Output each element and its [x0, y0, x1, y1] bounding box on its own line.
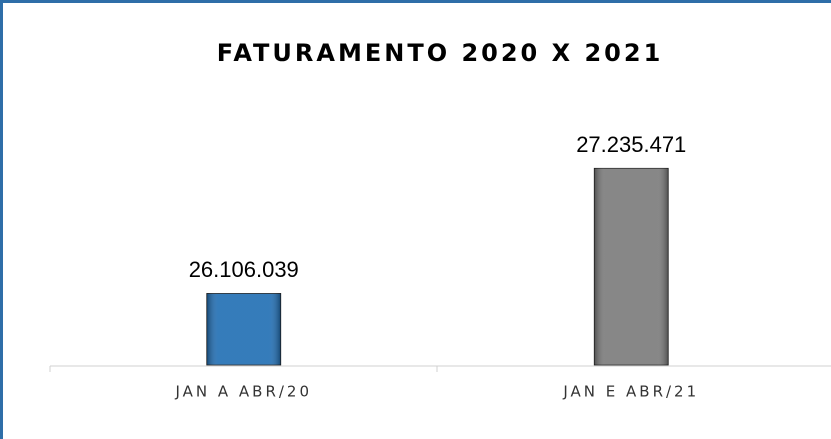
bar-bevel — [594, 168, 669, 365]
value-label: 26.106.039 — [189, 257, 299, 282]
x-tick-label: JAN A ABR/20 — [174, 383, 312, 401]
x-tick-label: JAN E ABR/21 — [562, 383, 699, 401]
value-label: 27.235.471 — [576, 132, 686, 157]
chart-title: FATURAMENTO 2020 X 2021 — [217, 39, 664, 67]
bar-bevel — [206, 293, 281, 365]
